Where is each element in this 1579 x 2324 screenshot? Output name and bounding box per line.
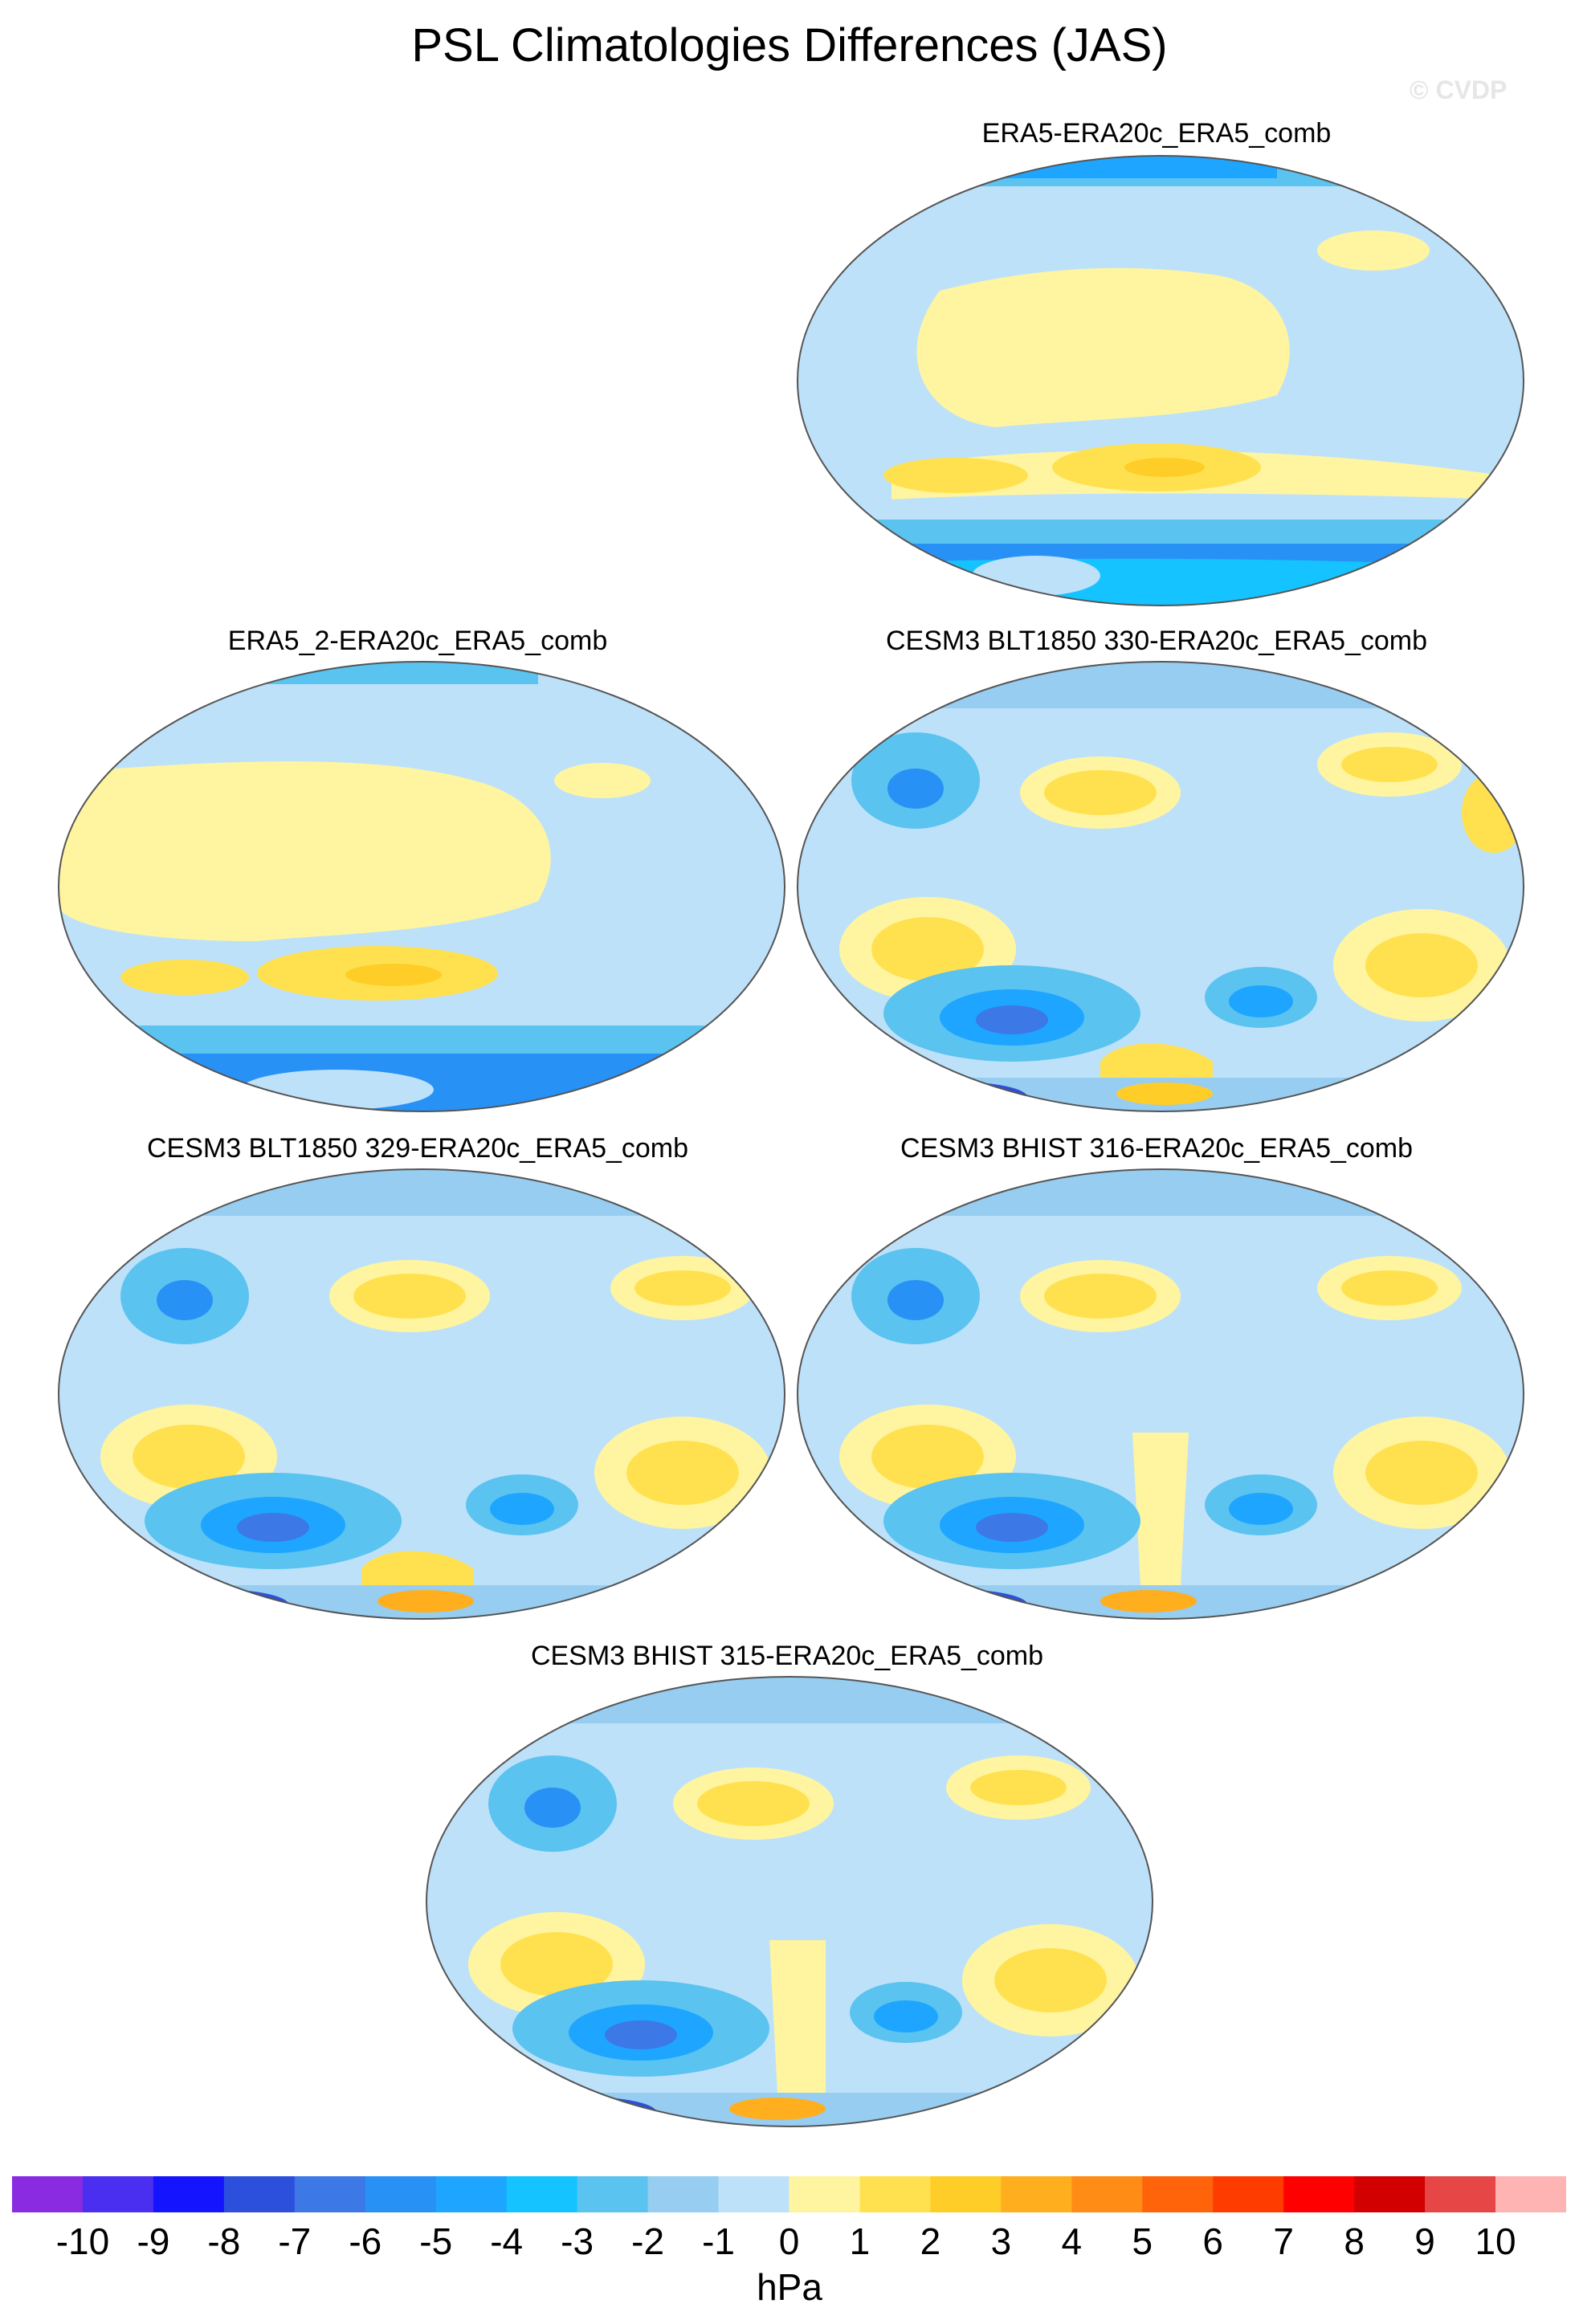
colorbar-swatch: [82, 2176, 154, 2212]
colorbar-tick-label: 3: [990, 2220, 1012, 2262]
colorbar-tick-label: -10: [55, 2220, 110, 2262]
panel-title-bhist-316: CESM3 BHIST 316-ERA20c_ERA5_comb: [900, 1133, 1414, 1164]
panel-title-era5: ERA5-ERA20c_ERA5_comb: [981, 118, 1332, 149]
figure-title: PSL Climatologies Differences (JAS): [411, 19, 1168, 71]
colorbar-swatch: [1283, 2176, 1355, 2212]
colorbar-tick-label: -7: [278, 2220, 312, 2262]
colorbar-swatch: [435, 2176, 508, 2212]
colorbar-tick-label: 1: [849, 2220, 871, 2262]
colorbar-swatch: [12, 2176, 84, 2212]
colorbar-swatch: [789, 2176, 860, 2212]
colorbar-swatch: [1001, 2176, 1072, 2212]
colorbar-swatch: [647, 2176, 720, 2212]
colorbar-swatch: [718, 2176, 790, 2212]
map-panel-era5: [797, 155, 1524, 606]
panel-title-blt1850-330: CESM3 BLT1850 330-ERA20c_ERA5_comb: [885, 626, 1428, 656]
colorbar-swatch: [1142, 2176, 1214, 2212]
map-panel-blt1850-329: [58, 1168, 785, 1620]
colorbar-tick-label: 6: [1202, 2220, 1224, 2262]
colorbar-tick-label: -1: [702, 2220, 735, 2262]
colorbar-tick-label: 2: [920, 2220, 941, 2262]
cvdp-watermark: © CVDP: [1410, 75, 1508, 104]
colorbar-swatch: [577, 2176, 649, 2212]
colorbar-swatch: [1425, 2176, 1496, 2212]
colorbar-tick-label: 4: [1061, 2220, 1083, 2262]
colorbar-swatch: [1354, 2176, 1426, 2212]
colorbar-swatch: [223, 2176, 296, 2212]
map-panel-blt1850-330: [797, 661, 1524, 1112]
panel-title-blt1850-329: CESM3 BLT1850 329-ERA20c_ERA5_comb: [146, 1133, 689, 1164]
colorbar-tick-label: -9: [137, 2220, 170, 2262]
colorbar-swatch: [1071, 2176, 1143, 2212]
colorbar-swatch: [1213, 2176, 1284, 2212]
colorbar-swatch: [930, 2176, 1002, 2212]
map-panel-bhist-315: [426, 1676, 1153, 2127]
colorbar-tick-label: 10: [1475, 2220, 1516, 2262]
map-panel-era5-2: [58, 661, 785, 1112]
colorbar-tick-label: -8: [207, 2220, 241, 2262]
colorbar-tick-label: -5: [419, 2220, 453, 2262]
panel-title-bhist-315: CESM3 BHIST 315-ERA20c_ERA5_comb: [530, 1641, 1044, 1671]
colorbar-swatch: [506, 2176, 578, 2212]
colorbar-swatch: [859, 2176, 931, 2212]
colorbar: [12, 2176, 1566, 2212]
map-panel-bhist-316: [797, 1168, 1524, 1620]
colorbar-tick-label: -6: [349, 2220, 382, 2262]
colorbar-tick-label: 9: [1414, 2220, 1435, 2262]
colorbar-swatch: [153, 2176, 225, 2212]
colorbar-tick-label: 8: [1344, 2220, 1365, 2262]
colorbar-tick-label: 7: [1273, 2220, 1294, 2262]
colorbar-tick-label: 0: [778, 2220, 800, 2262]
colorbar-tick-label: 5: [1132, 2220, 1153, 2262]
colorbar-tick-label: -3: [561, 2220, 594, 2262]
colorbar-swatch: [1495, 2176, 1566, 2212]
colorbar-swatch: [365, 2176, 437, 2212]
colorbar-swatch: [294, 2176, 366, 2212]
colorbar-units: hPa: [757, 2266, 822, 2308]
colorbar-tick-label: -2: [631, 2220, 665, 2262]
panel-title-era5-2: ERA5_2-ERA20c_ERA5_comb: [227, 626, 608, 656]
colorbar-tick-label: -4: [490, 2220, 524, 2262]
